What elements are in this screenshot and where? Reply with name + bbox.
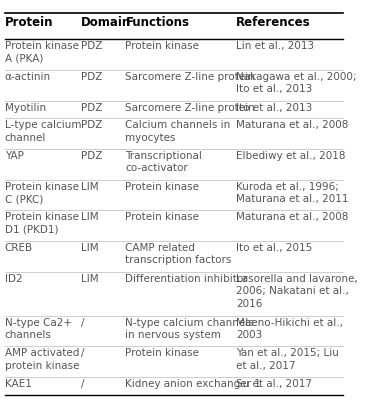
Text: Protein kinase
C (PKC): Protein kinase C (PKC) — [5, 182, 79, 204]
Text: N-type Ca2+
channels: N-type Ca2+ channels — [5, 318, 72, 340]
Text: ID2: ID2 — [5, 274, 23, 284]
Text: Nakagawa et al., 2000;
Ito et al., 2013: Nakagawa et al., 2000; Ito et al., 2013 — [236, 72, 356, 94]
Text: Protein kinase: Protein kinase — [126, 212, 200, 222]
Text: Yan et al., 2015; Liu
et al., 2017: Yan et al., 2015; Liu et al., 2017 — [236, 348, 339, 371]
Text: PDZ: PDZ — [81, 120, 102, 130]
Text: Protein kinase
A (PKA): Protein kinase A (PKA) — [5, 41, 79, 64]
Text: Transcriptional
co-activator: Transcriptional co-activator — [126, 151, 202, 173]
Text: CREB: CREB — [5, 243, 33, 253]
Text: Sarcomere Z-line protein: Sarcomere Z-line protein — [126, 72, 255, 82]
Text: PDZ: PDZ — [81, 151, 102, 161]
Text: Differentiation inhibitor: Differentiation inhibitor — [126, 274, 248, 284]
Text: Calcium channels in
myocytes: Calcium channels in myocytes — [126, 120, 231, 142]
Text: LIM: LIM — [81, 182, 98, 192]
Text: PDZ: PDZ — [81, 102, 102, 112]
Text: Protein kinase
D1 (PKD1): Protein kinase D1 (PKD1) — [5, 212, 79, 235]
Text: Maturana et al., 2008: Maturana et al., 2008 — [236, 212, 348, 222]
Text: Protein kinase: Protein kinase — [126, 182, 200, 192]
Text: L-type calcium
channel: L-type calcium channel — [5, 120, 81, 142]
Text: Protein kinase: Protein kinase — [126, 348, 200, 358]
Text: References: References — [236, 16, 311, 30]
Text: Domain: Domain — [81, 16, 131, 30]
Text: Maturana et al., 2008: Maturana et al., 2008 — [236, 120, 348, 130]
Text: Functions: Functions — [126, 16, 190, 30]
Text: Maeno-Hikichi et al.,
2003: Maeno-Hikichi et al., 2003 — [236, 318, 343, 340]
Text: Protein: Protein — [5, 16, 53, 30]
Text: α-actinin: α-actinin — [5, 72, 51, 82]
Text: LIM: LIM — [81, 274, 98, 284]
Text: /: / — [81, 348, 84, 358]
Text: /: / — [81, 318, 84, 328]
Text: Ito et al., 2015: Ito et al., 2015 — [236, 243, 312, 253]
Text: LIM: LIM — [81, 243, 98, 253]
Text: Elbediwy et al., 2018: Elbediwy et al., 2018 — [236, 151, 345, 161]
Text: N-type calcium channels
in nervous system: N-type calcium channels in nervous syste… — [126, 318, 254, 340]
Text: AMP activated
protein kinase: AMP activated protein kinase — [5, 348, 79, 371]
Text: /: / — [81, 379, 84, 389]
Text: YAP: YAP — [5, 151, 24, 161]
Text: PDZ: PDZ — [81, 72, 102, 82]
Text: Ito et al., 2013: Ito et al., 2013 — [236, 102, 312, 112]
Text: CAMP related
transcription factors: CAMP related transcription factors — [126, 243, 232, 266]
Text: Lasorella and Iavarone,
2006; Nakatani et al.,
2016: Lasorella and Iavarone, 2006; Nakatani e… — [236, 274, 358, 308]
Text: Protein kinase: Protein kinase — [126, 41, 200, 51]
Text: Kidney anion exchanger 1: Kidney anion exchanger 1 — [126, 379, 261, 389]
Text: Kuroda et al., 1996;
Maturana et al., 2011: Kuroda et al., 1996; Maturana et al., 20… — [236, 182, 348, 204]
Text: Su et al., 2017: Su et al., 2017 — [236, 379, 312, 389]
Text: KAE1: KAE1 — [5, 379, 32, 389]
Text: Sarcomere Z-line protein: Sarcomere Z-line protein — [126, 102, 255, 112]
Text: PDZ: PDZ — [81, 41, 102, 51]
Text: LIM: LIM — [81, 212, 98, 222]
Text: Lin et al., 2013: Lin et al., 2013 — [236, 41, 314, 51]
Text: Myotilin: Myotilin — [5, 102, 46, 112]
